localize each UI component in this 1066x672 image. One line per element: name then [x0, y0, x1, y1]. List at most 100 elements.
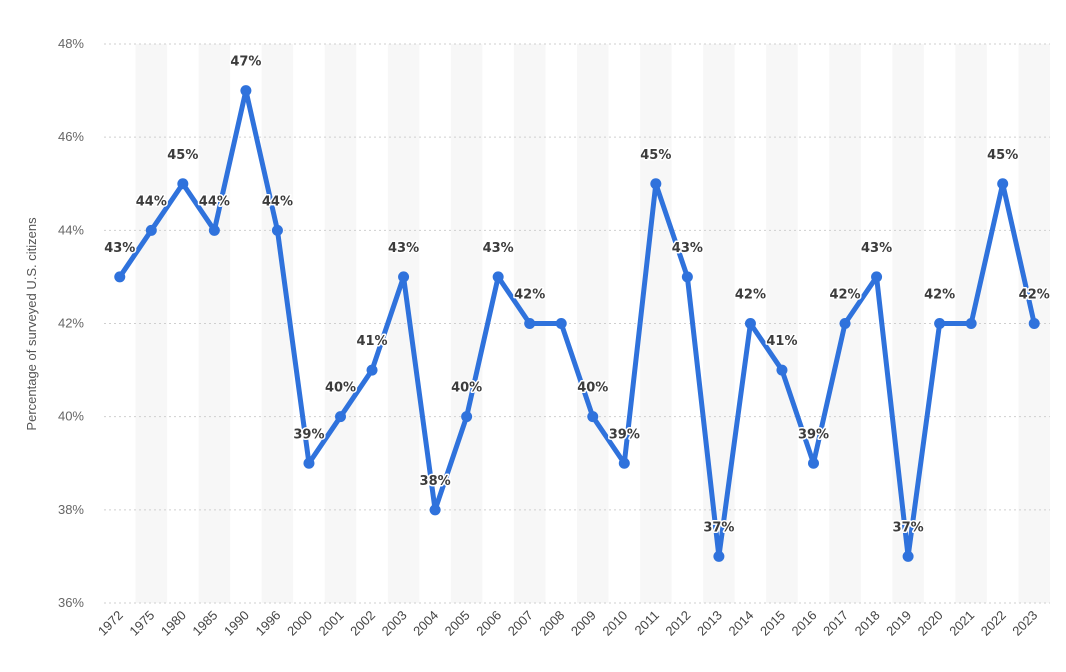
x-tick-label: 2009	[568, 608, 599, 639]
data-point[interactable]	[997, 178, 1009, 190]
data-label: 43%	[672, 241, 703, 256]
data-label: 44%	[199, 194, 230, 209]
y-tick-label: 40%	[58, 409, 84, 424]
data-label: 40%	[577, 381, 608, 396]
data-point[interactable]	[744, 318, 756, 329]
x-tick-label: 2011	[632, 608, 662, 638]
data-point[interactable]	[240, 85, 252, 97]
data-point[interactable]	[555, 318, 567, 329]
data-point[interactable]	[177, 178, 189, 190]
x-axis-ticks: 1972 1975 1980 1985 1990 1996 2000 2001 2002 2003…	[95, 608, 1041, 639]
data-label: 42%	[514, 288, 545, 303]
data-label: 39%	[293, 427, 324, 442]
data-label: 45%	[987, 148, 1018, 163]
data-label: 39%	[609, 427, 640, 442]
x-tick-label: 2012	[662, 608, 693, 639]
x-tick-label: 2002	[347, 608, 378, 639]
data-point[interactable]	[398, 271, 410, 283]
data-point[interactable]	[208, 224, 220, 236]
x-tick-label: 2015	[757, 608, 788, 639]
data-point[interactable]	[145, 224, 157, 236]
x-tick-label: 2004	[410, 608, 441, 639]
data-label: 43%	[388, 241, 419, 256]
data-point[interactable]	[303, 457, 315, 469]
column-band	[766, 44, 798, 603]
data-point[interactable]	[839, 318, 851, 329]
data-label: 43%	[861, 241, 892, 256]
x-tick-label: 1975	[126, 608, 157, 639]
data-label: 42%	[924, 288, 955, 303]
x-tick-label: 2006	[473, 608, 504, 639]
x-tick-label: 2019	[883, 608, 914, 639]
y-tick-label: 42%	[58, 316, 84, 331]
y-axis-ticks: 36% 38% 40% 42% 44% 46% 48%	[58, 36, 84, 610]
data-point[interactable]	[808, 457, 819, 469]
data-point[interactable]	[650, 178, 662, 190]
column-band	[577, 44, 609, 603]
data-point[interactable]	[366, 364, 378, 376]
data-point[interactable]	[492, 271, 504, 283]
x-tick-label: 2001	[316, 608, 347, 639]
data-point[interactable]	[114, 271, 126, 283]
data-point[interactable]	[587, 411, 599, 423]
x-tick-label: 2023	[1009, 608, 1040, 639]
x-tick-label: 2013	[694, 608, 725, 639]
data-point[interactable]	[1028, 318, 1040, 329]
data-point[interactable]	[713, 550, 725, 562]
data-label: 40%	[451, 381, 482, 396]
y-tick-label: 46%	[58, 129, 84, 144]
x-tick-label: 2000	[284, 608, 315, 639]
data-label: 45%	[640, 148, 671, 163]
data-label: 44%	[262, 194, 293, 209]
x-tick-label: 1972	[95, 608, 126, 639]
x-tick-label: 1996	[252, 608, 283, 639]
data-label: 39%	[798, 427, 829, 442]
data-labels: 43% 44% 45% 44% 47% 44% 39% 40% 41% 43% 38% 40% 43% 4…	[103, 53, 1052, 537]
x-tick-label: 1985	[189, 608, 220, 639]
data-point[interactable]	[681, 271, 693, 283]
y-tick-label: 38%	[58, 502, 84, 517]
data-label: 42%	[735, 288, 766, 303]
data-label: 43%	[104, 241, 135, 256]
series-line-path	[117, 88, 1037, 559]
data-label: 37%	[893, 520, 924, 535]
data-label: 38%	[420, 474, 451, 489]
y-tick-label: 36%	[58, 595, 84, 610]
y-tick-label: 48%	[58, 36, 84, 51]
column-band	[892, 44, 924, 603]
data-label: 43%	[483, 241, 514, 256]
data-points	[114, 85, 1040, 562]
data-point[interactable]	[524, 318, 536, 329]
data-point[interactable]	[871, 271, 883, 283]
x-tick-label: 2020	[915, 608, 946, 639]
data-label: 44%	[136, 194, 167, 209]
y-axis-label: Percentage of surveyed U.S. citizens	[24, 217, 39, 431]
x-tick-label: 1990	[221, 608, 252, 639]
series-line	[117, 88, 1037, 559]
x-tick-label: 2022	[978, 608, 1009, 639]
data-label: 42%	[1019, 288, 1050, 303]
data-point[interactable]	[934, 318, 946, 329]
data-label: 40%	[325, 381, 356, 396]
x-tick-label: 1980	[158, 608, 189, 639]
x-tick-label: 2005	[442, 608, 473, 639]
x-tick-label: 2010	[599, 608, 630, 639]
data-label: 41%	[766, 334, 797, 349]
data-point[interactable]	[965, 318, 977, 329]
data-point[interactable]	[618, 457, 630, 469]
data-label: 37%	[703, 520, 734, 535]
x-tick-label: 2014	[725, 608, 756, 639]
data-point[interactable]	[902, 550, 914, 562]
data-point[interactable]	[461, 411, 473, 423]
data-point[interactable]	[776, 364, 788, 376]
x-tick-label: 2016	[789, 608, 820, 639]
x-tick-label: 2021	[946, 608, 977, 639]
x-tick-label: 2008	[536, 608, 567, 639]
data-point[interactable]	[335, 411, 346, 423]
data-point[interactable]	[429, 504, 441, 516]
column-band	[450, 44, 483, 603]
data-label: 45%	[167, 148, 198, 163]
data-point[interactable]	[271, 224, 283, 236]
x-tick-label: 2007	[505, 608, 536, 639]
